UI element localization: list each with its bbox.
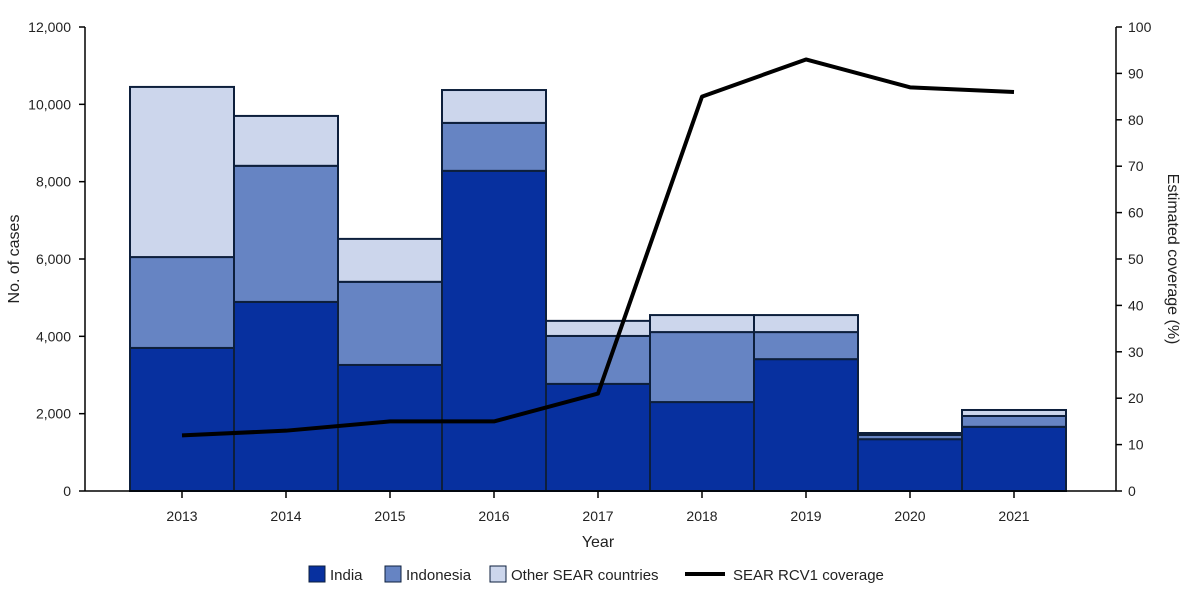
bar-other-sear-countries-2018 [650, 315, 754, 332]
y-tick-label: 2,000 [36, 406, 71, 422]
y2-axis-label: Estimated coverage (%) [1164, 174, 1181, 345]
legend-label-india: India [330, 567, 363, 584]
bar-other-sear-countries-2014 [234, 116, 338, 166]
y2-tick-label: 30 [1128, 344, 1144, 360]
x-axis-label: Year [582, 534, 615, 551]
bar-other-sear-countries-2017 [546, 321, 650, 336]
y-tick-label: 4,000 [36, 328, 71, 344]
bar-indonesia-2019 [754, 332, 858, 359]
x-tick-label: 2013 [166, 508, 197, 524]
bar-other-sear-countries-2019 [754, 315, 858, 332]
y-tick-label: 0 [63, 483, 71, 499]
x-tick-label: 2018 [686, 508, 717, 524]
bar-india-2015 [338, 365, 442, 491]
bar-indonesia-2018 [650, 332, 754, 402]
bar-india-2014 [234, 302, 338, 491]
bar-other-sear-countries-2021 [962, 410, 1066, 416]
legend-swatch-other [490, 566, 506, 582]
bar-indonesia-2014 [234, 166, 338, 302]
y2-tick-label: 10 [1128, 437, 1144, 453]
legend-label-indonesia: Indonesia [406, 567, 472, 584]
bar-india-2013 [130, 348, 234, 491]
bar-other-sear-countries-2013 [130, 87, 234, 257]
bar-india-2019 [754, 359, 858, 491]
y-tick-label: 10,000 [28, 96, 71, 112]
bar-india-2017 [546, 384, 650, 491]
y2-tick-label: 70 [1128, 158, 1144, 174]
y2-tick-label: 80 [1128, 112, 1144, 128]
y-tick-label: 8,000 [36, 174, 71, 190]
bar-indonesia-2021 [962, 416, 1066, 427]
bar-indonesia-2017 [546, 336, 650, 384]
x-tick-label: 2017 [582, 508, 613, 524]
y2-tick-label: 0 [1128, 483, 1136, 499]
legend-label-other: Other SEAR countries [511, 567, 659, 584]
bar-indonesia-2016 [442, 123, 546, 171]
bar-other-sear-countries-2016 [442, 90, 546, 123]
legend-swatch-indonesia [385, 566, 401, 582]
bar-indonesia-2015 [338, 282, 442, 365]
bar-india-2020 [858, 439, 962, 491]
legend: India Indonesia Other SEAR countries SEA… [309, 566, 884, 584]
y2-tick-label: 50 [1128, 251, 1144, 267]
bar-indonesia-2013 [130, 257, 234, 348]
x-tick-label: 2021 [998, 508, 1029, 524]
y2-tick-label: 60 [1128, 205, 1144, 221]
x-tick-label: 2014 [270, 508, 301, 524]
y2-tick-label: 100 [1128, 19, 1152, 35]
y-axis-label: No. of cases [6, 215, 23, 304]
x-tick-label: 2016 [478, 508, 509, 524]
x-tick-label: 2020 [894, 508, 925, 524]
bar-india-2021 [962, 427, 1066, 491]
y2-tick-label: 90 [1128, 65, 1144, 81]
x-tick-label: 2015 [374, 508, 405, 524]
bar-other-sear-countries-2020 [858, 433, 962, 435]
legend-swatch-india [309, 566, 325, 582]
y-tick-label: 12,000 [28, 19, 71, 35]
bar-india-2018 [650, 402, 754, 491]
y2-tick-label: 20 [1128, 390, 1144, 406]
x-tick-label: 2019 [790, 508, 821, 524]
bar-other-sear-countries-2015 [338, 239, 442, 282]
legend-label-coverage: SEAR RCV1 coverage [733, 567, 884, 584]
y2-tick-label: 40 [1128, 297, 1144, 313]
bar-india-2016 [442, 171, 546, 491]
y-tick-label: 6,000 [36, 251, 71, 267]
